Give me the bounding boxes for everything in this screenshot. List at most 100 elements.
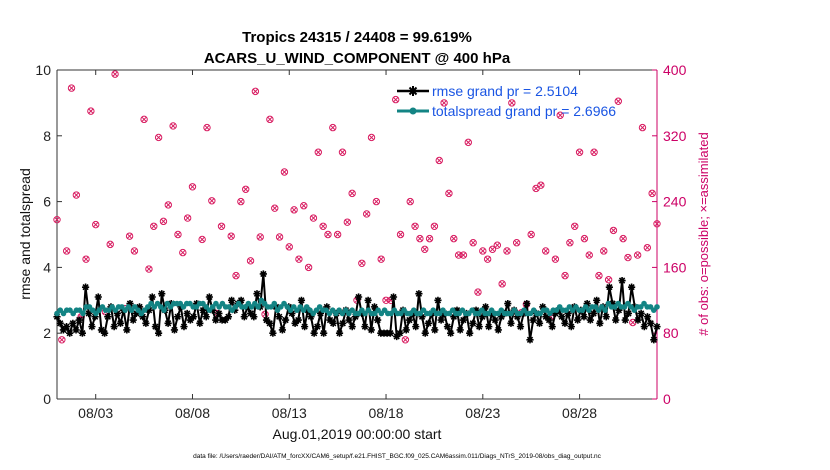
obs-assimilated-marker [571, 223, 578, 230]
obs-assimilated-marker [634, 252, 641, 258]
rmse-point [405, 316, 413, 324]
obs-possible-marker [348, 189, 356, 198]
x-axis-label: Aug.01,2019 00:00:00 start [273, 426, 442, 442]
obs-assimilated-marker [581, 235, 588, 242]
obs-assimilated-marker [92, 221, 99, 228]
rmse-point [154, 329, 163, 337]
legend: rmse grand pr = 2.5104 totalspread grand… [397, 83, 616, 119]
obs-assimilated-marker [368, 134, 375, 141]
rmse-point [186, 316, 194, 324]
rmse-point [278, 326, 286, 334]
obs-possible-marker [324, 230, 332, 239]
rmse-point [104, 313, 112, 321]
obs-possible-marker [154, 133, 163, 142]
rmse-point [189, 313, 198, 321]
rmse-point [310, 329, 318, 337]
obs-assimilated-marker [107, 241, 113, 248]
obs-assimilated-marker [417, 235, 423, 242]
obs-assimilated-marker [402, 337, 409, 343]
rmse-point [180, 323, 188, 331]
rmse-point [491, 316, 499, 324]
obs-assimilated-marker [630, 319, 636, 326]
obs-assimilated-marker [397, 231, 404, 238]
rmse-point [488, 309, 496, 318]
plot-area [57, 70, 657, 399]
rmse-point [91, 313, 99, 321]
rmse-point [94, 293, 102, 301]
rmse-point [59, 326, 67, 334]
obs-assimilated-marker [73, 192, 80, 198]
obs-assimilated-marker [344, 219, 351, 225]
rmse-point [402, 326, 410, 334]
rmse-point [586, 316, 594, 324]
rmse-point [647, 319, 655, 327]
rmse-point [418, 313, 426, 321]
rmse-point [237, 296, 245, 304]
obs-count-markers [53, 70, 661, 344]
obs-possible-marker [358, 259, 366, 267]
rmse-point [539, 303, 547, 311]
rmse-point [253, 290, 261, 298]
y-right-tick-label: 240 [663, 194, 687, 210]
obs-assimilated-marker [170, 123, 176, 129]
obs-possible-marker [217, 222, 226, 230]
rmse-point [386, 329, 394, 337]
obs-possible-marker [367, 133, 376, 142]
obs-assimilated-marker [330, 124, 336, 131]
rmse-point [513, 313, 521, 321]
obs-possible-marker [483, 255, 492, 263]
obs-possible-marker [595, 271, 603, 280]
rmse-point [135, 303, 144, 311]
rmse-point [345, 316, 353, 324]
y-right-tick-label: 320 [663, 128, 687, 144]
obs-assimilated-marker [475, 289, 481, 295]
rmse-point [485, 323, 493, 331]
y-tick-label: 4 [43, 259, 51, 275]
obs-assimilated-marker [141, 116, 147, 123]
rmse-point [62, 323, 71, 331]
rmse-point [618, 276, 626, 285]
obs-possible-marker [401, 336, 410, 344]
obs-possible-marker [551, 255, 560, 263]
obs-assimilated-marker [281, 169, 288, 175]
obs-possible-marker [295, 255, 303, 263]
rmse-point [469, 319, 477, 327]
obs-possible-marker [140, 115, 148, 124]
rmse-point [142, 319, 150, 327]
obs-possible-marker [474, 288, 482, 296]
obs-possible-marker [237, 197, 245, 206]
obs-possible-marker [619, 234, 627, 243]
obs-possible-marker [648, 189, 656, 198]
obs-possible-marker [280, 168, 289, 176]
obs-assimilated-marker [586, 252, 593, 258]
rmse-point [450, 313, 458, 321]
footer-data-file: data file: /Users/raeder/DAI/ATM_forcXX/… [193, 453, 602, 460]
obs-possible-marker [633, 251, 642, 259]
obs-assimilated-marker [562, 272, 568, 279]
obs-possible-marker [488, 245, 497, 254]
obs-assimilated-marker [209, 198, 215, 204]
y-tick-label: 8 [43, 128, 51, 144]
obs-assimilated-marker [567, 239, 573, 246]
obs-possible-marker [600, 247, 608, 255]
obs-assimilated-marker [470, 239, 476, 246]
obs-possible-marker [256, 233, 264, 241]
obs-possible-marker [459, 251, 468, 259]
rmse-point [202, 313, 210, 321]
rmse-point [640, 323, 648, 331]
rmse-point [199, 306, 207, 314]
rmse-point [116, 319, 125, 327]
rmse-point [301, 323, 309, 331]
y-right-tick-label: 80 [663, 325, 679, 341]
obs-assimilated-marker [180, 249, 186, 256]
rmse-point [650, 336, 658, 344]
obs-possible-marker [464, 138, 472, 147]
rmse-point [247, 309, 255, 318]
rmse-point [434, 296, 442, 304]
y-right-tick-label: 0 [663, 391, 671, 407]
obs-assimilated-marker [421, 246, 428, 253]
obs-assimilated-marker [465, 139, 472, 146]
x-tick-label: 08/18 [369, 405, 404, 421]
obs-assimilated-marker [204, 124, 210, 131]
series-layer [53, 270, 661, 344]
